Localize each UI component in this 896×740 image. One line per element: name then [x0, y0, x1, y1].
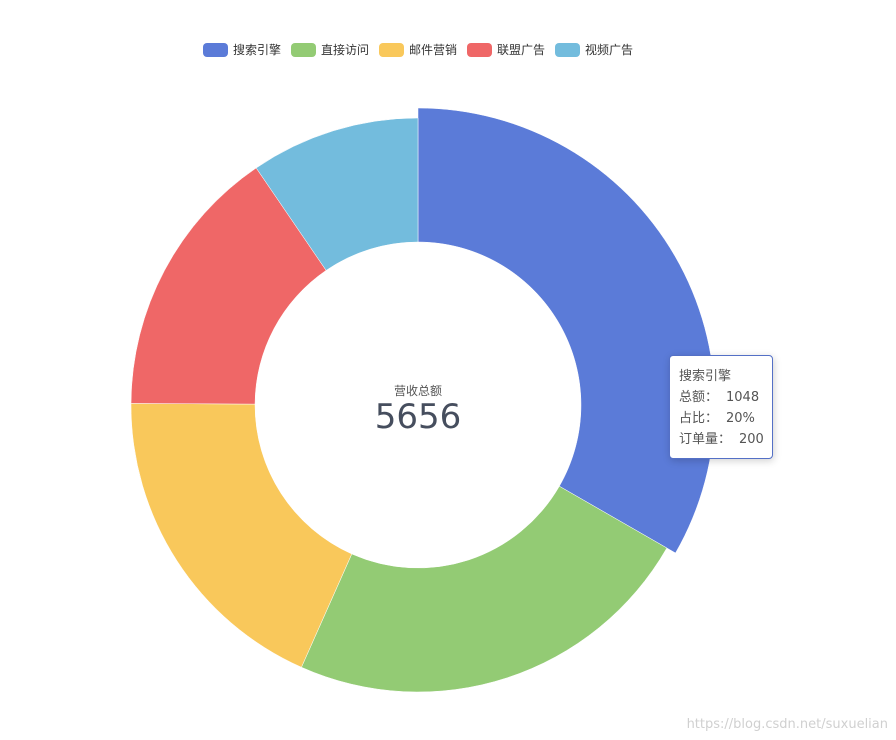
legend-swatch	[379, 43, 404, 57]
tooltip: 搜索引擎 总额： 1048 占比： 20% 订单量： 200	[669, 355, 773, 459]
legend-item-4[interactable]: 联盟广告	[467, 43, 545, 57]
legend-label: 搜索引擎	[233, 42, 281, 57]
tooltip-share-label: 占比：	[679, 411, 719, 426]
legend-item-2[interactable]: 直接访问	[291, 42, 369, 57]
center-value: 5656	[375, 397, 462, 437]
tooltip-total-label: 总额：	[679, 390, 719, 405]
slice-4[interactable]	[130, 167, 327, 405]
legend-label: 联盟广告	[497, 43, 545, 57]
tooltip-orders-label: 订单量：	[679, 432, 732, 447]
tooltip-row-total: 总额： 1048	[679, 387, 772, 408]
legend-swatch	[203, 43, 228, 57]
legend-swatch	[467, 43, 492, 57]
legend: 搜索引擎 直接访问 邮件营销 联盟广告 视频广告	[203, 42, 633, 57]
legend-label: 直接访问	[321, 42, 369, 57]
legend-item-1[interactable]: 搜索引擎	[203, 42, 281, 57]
slice-1[interactable]	[417, 107, 716, 554]
tooltip-row-orders: 订单量： 200	[679, 429, 772, 450]
legend-label: 邮件营销	[409, 43, 457, 57]
watermark: https://blog.csdn.net/suxuelian	[686, 717, 888, 732]
tooltip-total-value: 1048	[726, 390, 760, 405]
legend-swatch	[291, 43, 316, 57]
tooltip-title: 搜索引擎	[679, 369, 732, 384]
tooltip-share-value: 20%	[726, 411, 755, 426]
tooltip-row-share: 占比： 20%	[679, 408, 772, 429]
legend-swatch	[555, 43, 580, 57]
legend-item-5[interactable]: 视频广告	[555, 42, 633, 57]
legend-label: 视频广告	[585, 42, 633, 57]
center-label: 营收总额	[394, 384, 442, 398]
legend-item-3[interactable]: 邮件营销	[379, 43, 457, 57]
slice-5[interactable]	[255, 117, 419, 271]
tooltip-orders-value: 200	[739, 432, 764, 447]
slice-2[interactable]	[301, 485, 668, 693]
slice-3[interactable]	[130, 403, 353, 668]
donut-slices	[130, 107, 716, 693]
